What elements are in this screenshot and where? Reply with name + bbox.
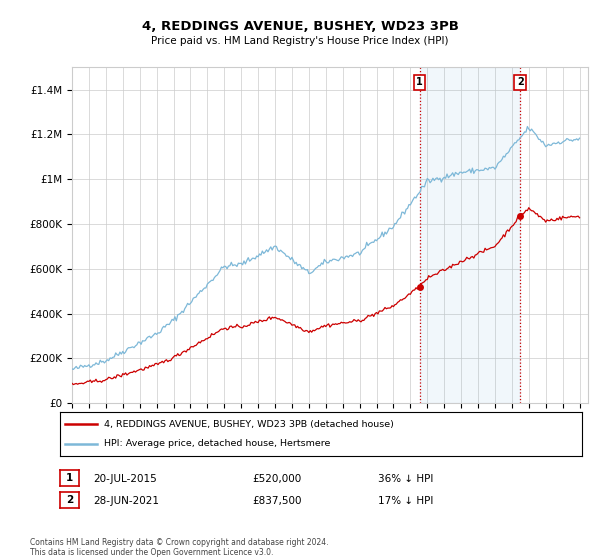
Text: Price paid vs. HM Land Registry's House Price Index (HPI): Price paid vs. HM Land Registry's House … <box>151 36 449 46</box>
Bar <box>419 67 520 403</box>
Text: 36% ↓ HPI: 36% ↓ HPI <box>378 474 433 484</box>
Text: 1: 1 <box>66 473 73 483</box>
Text: 4, REDDINGS AVENUE, BUSHEY, WD23 3PB (detached house): 4, REDDINGS AVENUE, BUSHEY, WD23 3PB (de… <box>104 419 394 428</box>
Text: £837,500: £837,500 <box>252 496 302 506</box>
Text: 17% ↓ HPI: 17% ↓ HPI <box>378 496 433 506</box>
Text: 2: 2 <box>517 77 524 87</box>
Text: £520,000: £520,000 <box>252 474 301 484</box>
Text: 20-JUL-2015: 20-JUL-2015 <box>93 474 157 484</box>
Text: 28-JUN-2021: 28-JUN-2021 <box>93 496 159 506</box>
Text: 4, REDDINGS AVENUE, BUSHEY, WD23 3PB: 4, REDDINGS AVENUE, BUSHEY, WD23 3PB <box>142 20 458 32</box>
Text: 1: 1 <box>416 77 423 87</box>
Text: 2: 2 <box>66 495 73 505</box>
Text: HPI: Average price, detached house, Hertsmere: HPI: Average price, detached house, Hert… <box>104 440 331 449</box>
Text: Contains HM Land Registry data © Crown copyright and database right 2024.
This d: Contains HM Land Registry data © Crown c… <box>30 538 329 557</box>
